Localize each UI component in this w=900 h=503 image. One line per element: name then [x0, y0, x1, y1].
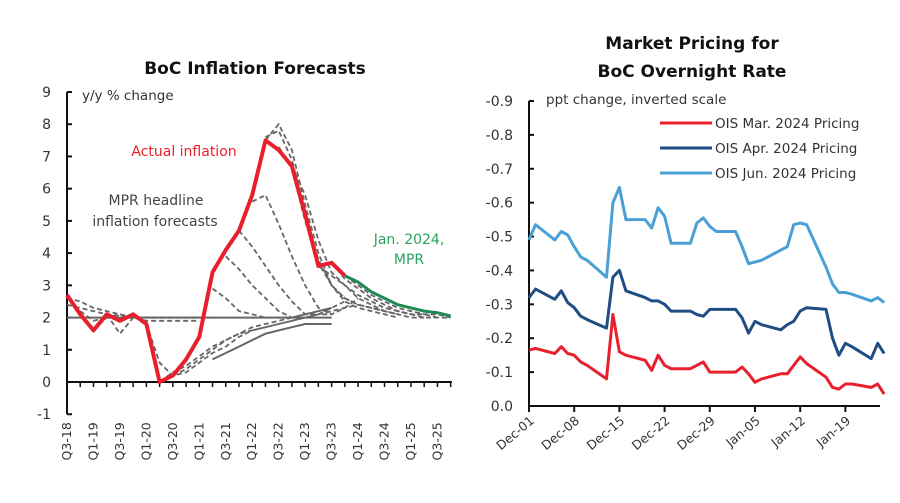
left-y-tick-label: 6: [42, 182, 51, 198]
left-y-tick-label: 2: [42, 311, 51, 327]
right-x-tick-label: Dec-29: [674, 413, 718, 453]
annotation-forecasts-line1: MPR headline: [109, 193, 204, 209]
left-x-tick-label: Q1-25: [403, 422, 418, 460]
right-y-tick-labels: -0.9 -0.8 -0.7 -0.6 -0.5 -0.4 -0.3 -0.2 -0.1 0.0: [486, 94, 513, 415]
right-y-tick-label: -0.1: [486, 365, 513, 381]
left-y-tick-label: 9: [42, 85, 51, 101]
right-series-group: [527, 185, 886, 395]
legend-item: OIS Apr. 2024 Pricing: [660, 141, 857, 157]
left-y-tick-label: 4: [42, 246, 51, 262]
legend-item: OIS Jun. 2024 Pricing: [660, 166, 856, 182]
left-y-tick-label: 8: [42, 117, 51, 133]
legend-label: OIS Apr. 2024 Pricing: [715, 141, 857, 157]
left-x-tick-label: Q3-23: [324, 422, 339, 460]
left-y-tick-label: -1: [37, 407, 51, 423]
mpr-forecast-line: [211, 287, 332, 319]
mpr-forecast-line: [225, 255, 332, 319]
left-x-tick-label: Q3-20: [165, 422, 180, 460]
left-x-tick-label: Q3-25: [429, 422, 444, 460]
left-x-tick-label: Q3-18: [59, 422, 74, 460]
mpr-forecast-line: [172, 303, 359, 377]
right-y-tick-label: -0.2: [486, 331, 513, 347]
mpr-forecast-line: [105, 313, 213, 336]
mpr-forecast-line: [132, 313, 332, 377]
boc-inflation-forecasts-chart: BoC Inflation Forecasts y/y % change 9 8 7…: [37, 59, 452, 460]
mpr-forecast-line: [92, 313, 200, 332]
jan-2024-mpr-line: [344, 274, 452, 318]
right-y-tick-label: 0.0: [491, 399, 513, 415]
annotation-actual-inflation: Actual inflation: [131, 144, 236, 160]
mpr-forecast-line: [238, 230, 346, 316]
annotation-forecasts-line2: inflation forecasts: [92, 214, 217, 230]
legend-item: OIS Mar. 2024 Pricing: [660, 116, 859, 132]
right-y-tick-label: -0.7: [486, 162, 513, 178]
right-x-tick-label: Jan-05: [722, 413, 763, 451]
right-y-tick-label: -0.3: [486, 297, 513, 313]
mpr-forecast-line: [159, 307, 332, 383]
ois-apr-2024-line: [527, 268, 886, 361]
mpr-forecast-line: [317, 265, 438, 319]
annotation-jan-mpr-line2: MPR: [394, 252, 425, 268]
ois-mar-2024-line: [528, 313, 886, 395]
left-y-tick-label: 5: [42, 214, 51, 230]
left-x-tick-label: Q1-24: [350, 422, 365, 460]
left-y-tick-label: 3: [42, 278, 51, 294]
right-x-tick-label: Jan-19: [813, 413, 854, 451]
right-axes: [528, 100, 880, 412]
left-x-tick-label: Q1-19: [85, 422, 100, 460]
right-legend: OIS Mar. 2024 Pricing OIS Apr. 2024 Prici…: [660, 116, 859, 182]
left-x-tick-label: Q1-20: [138, 422, 153, 460]
right-y-tick-label: -0.4: [486, 263, 513, 279]
right-x-tick-label: Jan-12: [767, 413, 808, 451]
right-y-tick-label: -0.9: [486, 94, 513, 110]
market-pricing-chart: Market Pricing for BoC Overnight Rate pp…: [486, 34, 886, 453]
actual-inflation-line: [65, 138, 347, 384]
left-x-tick-label: Q3-22: [271, 422, 286, 460]
left-y-tick-label: 7: [42, 149, 51, 165]
right-chart-title-line1: Market Pricing for: [605, 34, 779, 54]
legend-label: OIS Mar. 2024 Pricing: [715, 116, 859, 132]
left-y-tick-label: 1: [42, 343, 51, 359]
left-series-group: [65, 122, 452, 384]
right-x-tick-label: Dec-15: [584, 413, 628, 453]
right-y-tick-label: -0.8: [486, 128, 513, 144]
right-chart-title-line2: BoC Overnight Rate: [598, 62, 787, 82]
left-y-axis-label: y/y % change: [82, 88, 174, 104]
right-x-tick-label: Dec-22: [629, 413, 673, 453]
left-x-tick-label: Q1-21: [191, 422, 206, 460]
left-x-tick-label: Q1-23: [297, 422, 312, 460]
mpr-forecast-line: [251, 193, 359, 316]
target-line: [212, 323, 332, 361]
left-x-tick-label: Q3-21: [218, 422, 233, 460]
legend-label: OIS Jun. 2024 Pricing: [715, 166, 856, 182]
left-y-tick-label: 0: [42, 375, 51, 391]
left-x-tick-label: Q3-24: [377, 422, 392, 460]
mpr-forecast-line: [344, 274, 451, 319]
ois-jun-2024-line: [527, 185, 886, 304]
left-axes: [66, 91, 452, 416]
left-x-tick-labels: Q3-18 Q1-19 Q3-19 Q1-20 Q3-20 Q1-21 Q3-21 Q1-22…: [59, 422, 444, 460]
right-y-axis-label: ppt change, inverted scale: [546, 92, 726, 108]
mpr-forecast-line: [265, 129, 399, 319]
right-x-tick-labels: Dec-01 Dec-08 Dec-15 Dec-22 Dec-29 Jan-05 Jan-…: [493, 413, 853, 453]
left-x-tick-label: Q1-22: [244, 422, 259, 460]
right-x-tick-label: Dec-08: [538, 413, 582, 453]
right-x-tick-label: Dec-01: [493, 413, 537, 453]
left-chart-title: BoC Inflation Forecasts: [144, 59, 366, 79]
mpr-forecast-line: [330, 262, 451, 319]
annotation-jan-mpr-line1: Jan. 2024,: [373, 232, 445, 248]
left-x-tick-label: Q3-19: [112, 422, 127, 460]
right-y-tick-label: -0.5: [486, 230, 513, 246]
left-y-tick-labels: 9 8 7 6 5 4 3 2 1 0 -1: [37, 85, 51, 423]
right-y-tick-label: -0.6: [486, 196, 513, 212]
